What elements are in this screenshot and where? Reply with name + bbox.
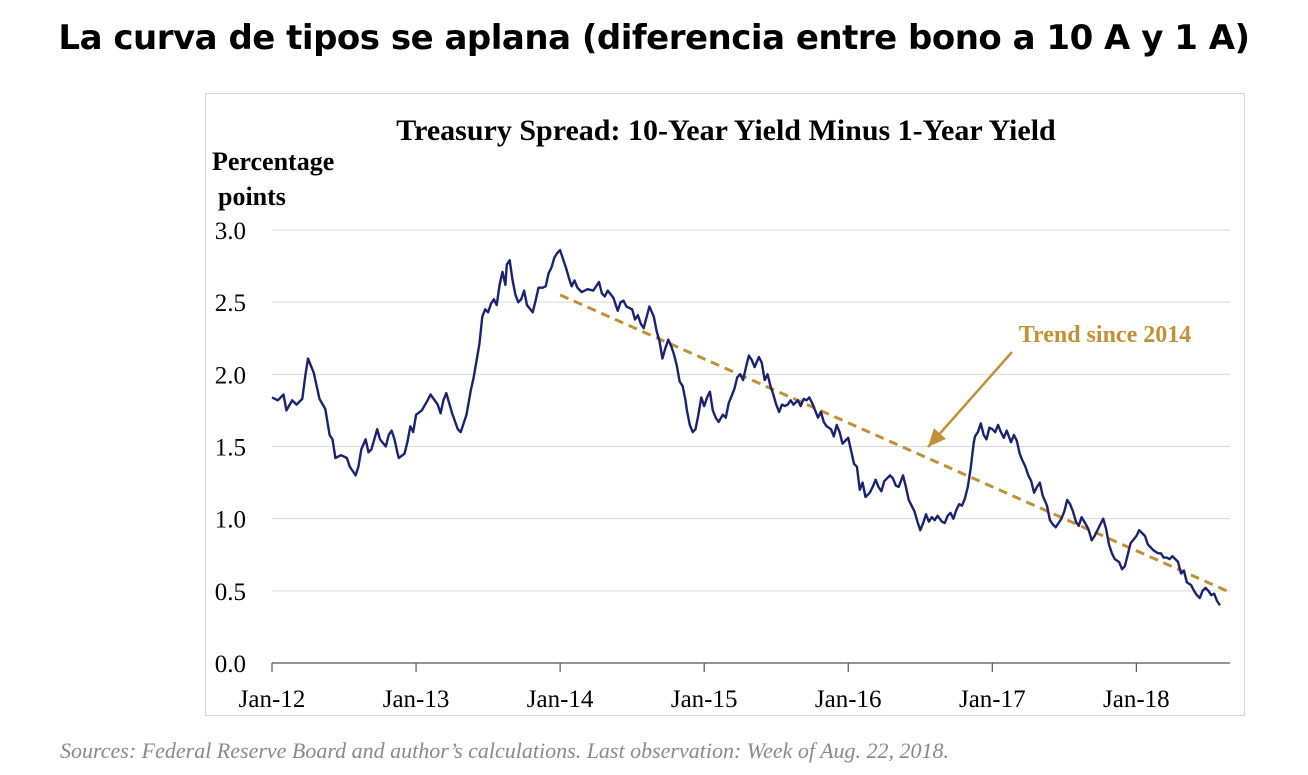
x-tick-label: Jan-17 <box>959 686 1026 713</box>
x-axis: Jan-12 Jan-13 Jan-14 Jan-15 Jan-16 Jan-17 Jan-… <box>239 662 1230 713</box>
y-tick-label: 3.0 <box>215 218 246 245</box>
y-tick-labels: 0.0 0.5 1.0 1.5 2.0 2.5 3.0 <box>215 218 246 678</box>
y-tick-label: 1.0 <box>215 507 246 534</box>
y-axis-label-line2: points <box>218 182 286 211</box>
y-tick-label: 2.0 <box>215 362 246 389</box>
trend-arrow-shaft <box>927 351 1013 448</box>
chart-frame <box>205 93 1245 716</box>
gridlines <box>272 229 1230 592</box>
x-tick-label: Jan-15 <box>671 686 738 713</box>
source-note: Sources: Federal Reserve Board and autho… <box>60 738 950 763</box>
y-axis-label-line1: Percentage <box>212 147 334 176</box>
slide-title: La curva de tipos se aplana (diferencia … <box>58 18 1250 58</box>
x-tick-label: Jan-18 <box>1103 686 1170 713</box>
series-group <box>271 249 1221 606</box>
y-tick-label: 0.5 <box>215 579 246 606</box>
trend-arrow-head <box>928 428 946 447</box>
x-tick-label: Jan-14 <box>527 686 594 713</box>
y-tick-label: 1.5 <box>215 435 246 462</box>
y-tick-label: 0.0 <box>215 651 246 678</box>
trend-label: Trend since 2014 <box>1019 322 1191 348</box>
y-tick-label: 2.5 <box>215 290 246 317</box>
x-tick-label: Jan-16 <box>815 686 882 713</box>
x-tick-label: Jan-13 <box>383 686 450 713</box>
x-tick-label: Jan-12 <box>239 686 306 713</box>
spread-line <box>271 249 1221 606</box>
chart-title: Treasury Spread: 10-Year Yield Minus 1-Y… <box>396 114 1056 147</box>
